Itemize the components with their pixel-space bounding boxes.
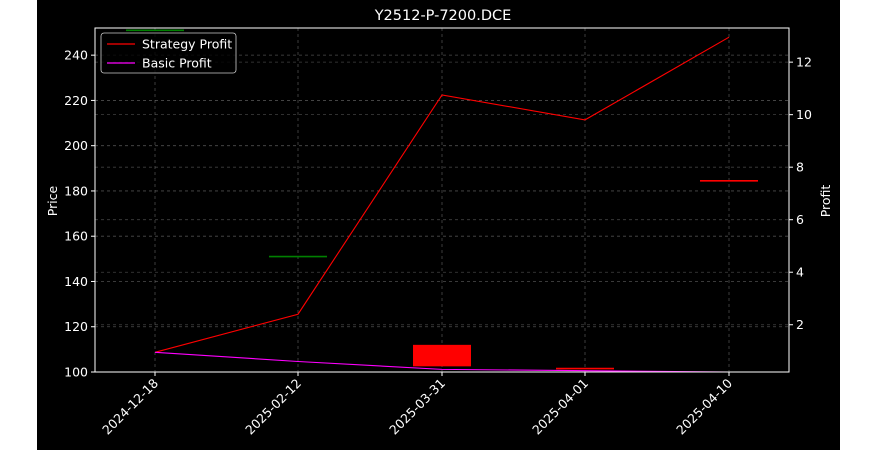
y-axis-left-label: Price: [45, 185, 60, 216]
legend-label-0: Strategy Profit: [142, 37, 232, 52]
y-right-tick-label-4: 10: [796, 107, 812, 122]
y-left-tick-label-0: 100: [64, 365, 88, 380]
y-right-tick-label-3: 8: [796, 160, 804, 175]
y-right-tick-label-0: 2: [796, 317, 804, 332]
candle-2025-03-31: [413, 344, 471, 367]
y-left-tick-label-3: 160: [64, 229, 88, 244]
y-axis-right-label: Profit: [818, 185, 833, 218]
y-right-tick-label-2: 6: [796, 212, 804, 227]
y-right-tick-label-1: 4: [796, 265, 804, 280]
series-layer: [154, 36, 730, 373]
candles-layer: [126, 29, 758, 370]
plot-area: [95, 28, 789, 372]
y-left-tick-label-5: 200: [64, 138, 88, 153]
chart-title: Y2512-P-7200.DCE: [374, 8, 512, 24]
legend-label-1: Basic Profit: [142, 56, 212, 71]
y-left-tick-label-7: 240: [64, 48, 88, 63]
y-left-tick-label-6: 220: [64, 93, 88, 108]
legend: Strategy Profit Basic Profit: [100, 32, 237, 74]
y-left-tick-label-4: 180: [64, 183, 88, 198]
y-left-tick-label-1: 120: [64, 319, 88, 334]
y-right-tick-label-5: 12: [796, 55, 812, 70]
y-left-tick-label-2: 140: [64, 274, 88, 289]
